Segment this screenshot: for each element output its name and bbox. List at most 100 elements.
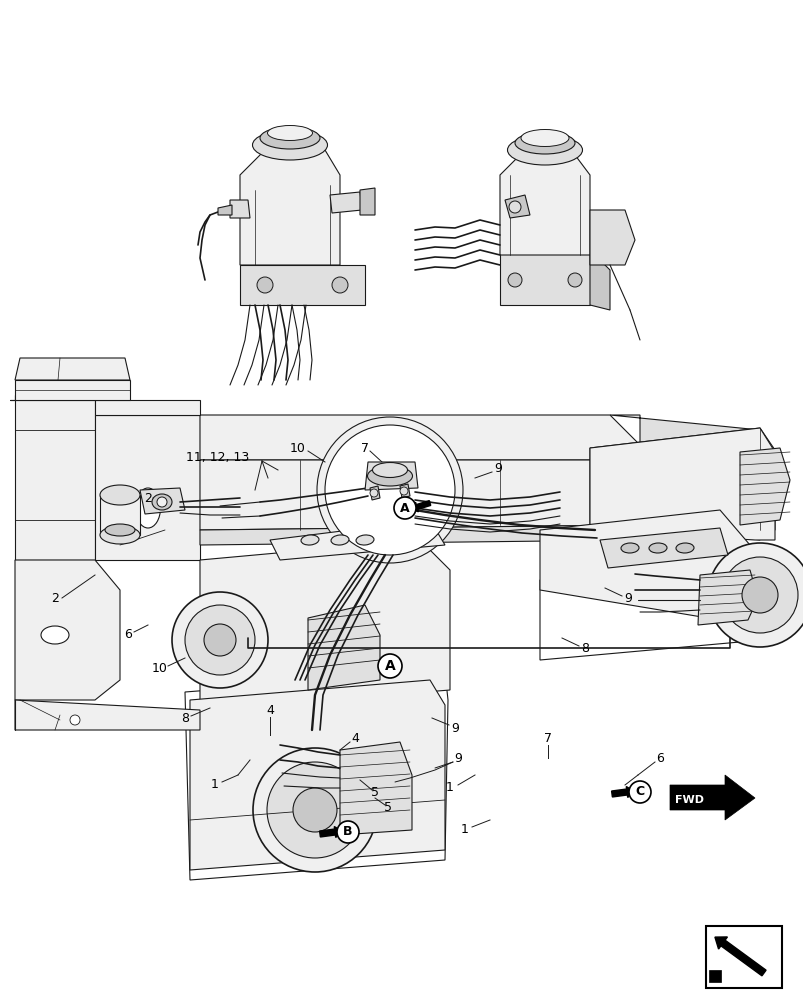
Polygon shape <box>504 195 529 218</box>
Ellipse shape <box>372 462 407 478</box>
Text: 10: 10 <box>152 662 168 674</box>
Polygon shape <box>15 700 200 730</box>
Polygon shape <box>190 680 444 870</box>
Text: 9: 9 <box>454 752 462 764</box>
Polygon shape <box>697 570 757 625</box>
Text: 9: 9 <box>450 722 459 734</box>
Text: 2: 2 <box>144 491 152 504</box>
FancyArrow shape <box>320 827 341 837</box>
Polygon shape <box>200 540 450 710</box>
Bar <box>705 926 781 988</box>
Circle shape <box>508 201 520 213</box>
Ellipse shape <box>100 526 140 544</box>
Text: 9: 9 <box>494 462 501 475</box>
Polygon shape <box>15 395 95 560</box>
Polygon shape <box>240 150 340 265</box>
Polygon shape <box>185 672 447 880</box>
Circle shape <box>316 417 463 563</box>
Ellipse shape <box>648 543 666 553</box>
Circle shape <box>267 762 362 858</box>
Circle shape <box>507 273 521 287</box>
Bar <box>708 970 720 982</box>
FancyArrow shape <box>411 501 430 512</box>
Polygon shape <box>400 484 410 498</box>
Text: 7: 7 <box>544 732 552 744</box>
Polygon shape <box>10 395 200 415</box>
Circle shape <box>369 489 377 497</box>
Polygon shape <box>560 250 609 310</box>
Ellipse shape <box>620 543 638 553</box>
Polygon shape <box>540 510 749 620</box>
Circle shape <box>204 624 236 656</box>
Ellipse shape <box>267 126 312 141</box>
Text: 11, 12, 13: 11, 12, 13 <box>186 452 249 464</box>
Text: 6: 6 <box>124 628 132 641</box>
Polygon shape <box>739 448 789 525</box>
Polygon shape <box>230 200 250 218</box>
Circle shape <box>567 273 581 287</box>
Polygon shape <box>140 488 185 514</box>
Text: 8: 8 <box>181 712 189 724</box>
Circle shape <box>377 654 402 678</box>
Ellipse shape <box>252 130 327 160</box>
Polygon shape <box>15 380 130 400</box>
Circle shape <box>721 557 797 633</box>
Polygon shape <box>15 560 120 700</box>
Polygon shape <box>499 155 589 255</box>
Circle shape <box>332 277 348 293</box>
Text: 7: 7 <box>361 442 369 454</box>
Ellipse shape <box>152 494 172 510</box>
Text: A: A <box>384 659 395 673</box>
Circle shape <box>419 495 450 525</box>
Polygon shape <box>100 495 140 535</box>
Polygon shape <box>15 358 130 380</box>
Circle shape <box>257 277 273 293</box>
Text: 4: 4 <box>266 704 274 716</box>
Ellipse shape <box>356 535 373 545</box>
Polygon shape <box>540 560 761 660</box>
Polygon shape <box>589 428 774 545</box>
Circle shape <box>400 487 407 495</box>
Circle shape <box>628 781 650 803</box>
Polygon shape <box>499 250 589 305</box>
Text: FWD: FWD <box>675 795 703 805</box>
Polygon shape <box>360 188 374 215</box>
Ellipse shape <box>515 132 574 154</box>
FancyArrow shape <box>714 937 765 976</box>
Text: 1: 1 <box>460 823 468 836</box>
Text: B: B <box>343 825 353 838</box>
Ellipse shape <box>675 543 693 553</box>
Text: 1: 1 <box>446 781 454 794</box>
Ellipse shape <box>507 135 582 165</box>
Ellipse shape <box>300 535 319 545</box>
Text: 4: 4 <box>351 732 358 744</box>
Text: 5: 5 <box>384 801 392 814</box>
Text: 5: 5 <box>370 786 378 799</box>
Ellipse shape <box>331 535 349 545</box>
FancyArrow shape <box>611 787 633 797</box>
Polygon shape <box>669 775 754 820</box>
Ellipse shape <box>41 626 69 644</box>
Ellipse shape <box>367 466 412 486</box>
Polygon shape <box>365 462 418 490</box>
Polygon shape <box>200 525 639 545</box>
Text: 2: 2 <box>51 591 59 604</box>
Polygon shape <box>609 415 759 540</box>
Polygon shape <box>369 486 380 500</box>
Text: 9: 9 <box>623 591 631 604</box>
Text: A: A <box>400 502 410 514</box>
Text: 8: 8 <box>581 642 589 654</box>
Ellipse shape <box>136 488 161 528</box>
Circle shape <box>172 592 267 688</box>
Circle shape <box>157 497 167 507</box>
Polygon shape <box>589 210 634 265</box>
Circle shape <box>707 543 803 647</box>
Ellipse shape <box>259 127 320 149</box>
Polygon shape <box>270 520 444 560</box>
Circle shape <box>336 821 359 843</box>
Polygon shape <box>218 205 232 215</box>
Text: 1: 1 <box>211 778 218 791</box>
Polygon shape <box>329 192 361 213</box>
Circle shape <box>253 748 377 872</box>
Circle shape <box>292 788 336 832</box>
